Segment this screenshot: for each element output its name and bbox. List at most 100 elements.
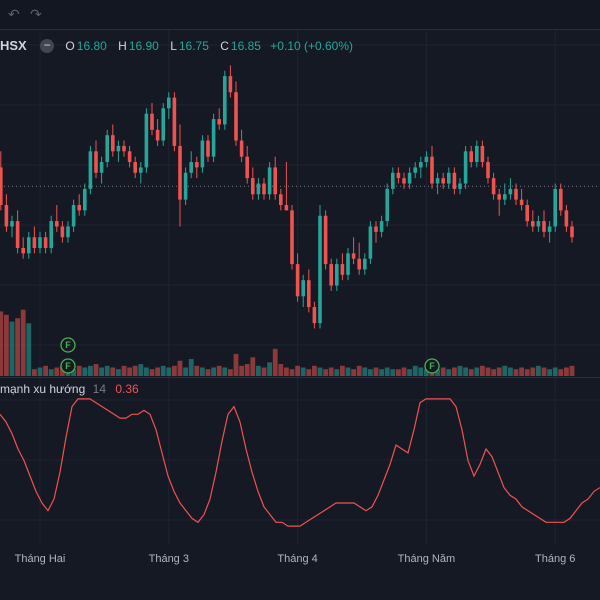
volume-bar [446, 369, 452, 376]
candle-body [49, 221, 53, 248]
indicator-value: 0.36 [115, 382, 139, 396]
volume-bar [82, 367, 88, 376]
candle-body [307, 280, 311, 308]
volume-bar [463, 367, 468, 376]
volume-bar [334, 369, 340, 376]
candle-body [21, 247, 25, 254]
candle-body [167, 97, 171, 109]
volume-bar [317, 367, 323, 376]
volume-bar [485, 367, 491, 376]
volume-bar [144, 367, 149, 376]
volume-bar [261, 367, 267, 376]
volume-bar [513, 369, 519, 376]
volume-bar [110, 367, 116, 376]
volume-bar [480, 365, 485, 376]
candle-body [424, 156, 429, 163]
adx-line [0, 398, 600, 527]
change-value: +0.10 (+0.60%) [270, 39, 354, 53]
candle-body [290, 210, 294, 265]
candle-body [329, 264, 333, 286]
volume-bar [569, 365, 575, 376]
volume-bar [379, 369, 384, 376]
volume-bar [306, 369, 312, 376]
volume-bar [76, 365, 82, 376]
volume-bar [256, 365, 261, 376]
symbol-name[interactable]: HSX [0, 38, 27, 53]
volume-bar [547, 369, 552, 376]
volume-bar [300, 367, 306, 376]
candle-body [368, 226, 373, 259]
volume-bar [396, 369, 401, 376]
volume-bar [278, 364, 284, 376]
candle-body [323, 215, 328, 265]
candle-body [223, 76, 227, 125]
indicator-name[interactable]: mạnh xu hướng [0, 382, 86, 396]
volume-bar [536, 365, 541, 376]
volume-bar [0, 311, 4, 376]
undo-icon[interactable]: ↶ [8, 6, 20, 22]
collapse-button[interactable]: − [40, 39, 55, 53]
candle-body [183, 172, 188, 200]
volume-bar [233, 353, 239, 376]
candle-body [122, 145, 126, 152]
volume-bar [88, 365, 93, 376]
volume-bar [508, 367, 513, 376]
candle-body [273, 167, 277, 195]
candle-body [217, 119, 221, 125]
flag-label: F [429, 361, 435, 371]
volume-bar [116, 369, 121, 376]
volume-bar [519, 367, 524, 376]
close-value: 16.85 [230, 39, 261, 53]
candle-body [105, 135, 109, 163]
volume-bar [71, 369, 76, 376]
candle-body [542, 221, 546, 232]
candle-body [536, 221, 541, 227]
candle-body [318, 215, 322, 324]
volume-bar [99, 367, 104, 376]
x-tick-label: Tháng Năm [398, 553, 455, 565]
candle-body [55, 221, 59, 227]
volume-bar [407, 369, 412, 376]
volume-bar [312, 365, 317, 376]
volume-bar [160, 365, 166, 376]
candles [0, 65, 574, 329]
volume-bar [541, 367, 547, 376]
volume-bar [457, 365, 463, 376]
candle-body [312, 307, 317, 324]
top-toolbar: ↶ ↷ [0, 0, 600, 30]
candle-body [10, 221, 14, 227]
grid-lines [0, 30, 600, 545]
volume-bar [250, 357, 256, 376]
volume-bar [524, 369, 530, 376]
redo-icon[interactable]: ↷ [30, 6, 42, 22]
candle-body [66, 226, 70, 238]
candle-body [4, 205, 9, 227]
volume-bar [351, 369, 356, 376]
volume-bar [200, 367, 205, 376]
volume-bar [362, 367, 368, 376]
candle-body [251, 178, 255, 195]
candle-body [301, 280, 305, 297]
volume-bar [32, 369, 37, 376]
volume-bar [104, 365, 110, 376]
volume-bar [43, 365, 48, 376]
candle-body [508, 188, 513, 195]
candle-body [99, 162, 104, 173]
pane-divider[interactable] [0, 377, 600, 378]
volume-bar [502, 365, 508, 376]
candle-body [564, 210, 569, 227]
candle-body [155, 129, 160, 141]
volume-bar [155, 367, 160, 376]
candle-body [195, 162, 199, 168]
low-value: 16.75 [178, 39, 209, 53]
volume-bar [272, 348, 278, 376]
candle-body [234, 92, 238, 141]
candle-body [514, 188, 518, 200]
candle-body [497, 194, 501, 200]
candle-body [385, 188, 389, 222]
candle-body [83, 188, 87, 211]
volume-bar [194, 365, 200, 376]
volume-bar [132, 365, 138, 376]
candle-body [491, 178, 496, 195]
